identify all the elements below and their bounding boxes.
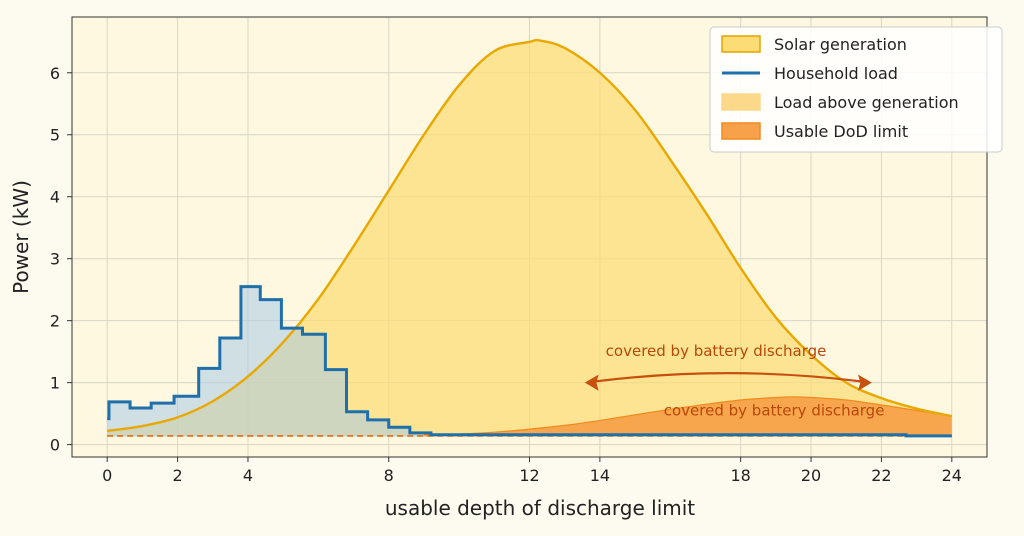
- x-tick-label: 4: [243, 466, 253, 485]
- chart-lines: [107, 38, 953, 438]
- x-tick-label: 18: [730, 466, 750, 485]
- y-tick-label: 5: [50, 126, 60, 145]
- y-tick-label: 2: [50, 312, 60, 331]
- legend: Solar generation Household load Load above…: [709, 26, 1003, 153]
- legend-swatch: [721, 122, 761, 140]
- legend-label: Usable DoD limit: [774, 122, 908, 141]
- annotations: covered by battery discharge covered by b…: [584, 342, 885, 419]
- legend-swatch: [721, 93, 761, 111]
- x-tick-label: 24: [942, 466, 962, 485]
- x-tick-label: 22: [871, 466, 891, 485]
- x-tick-label: 8: [384, 466, 394, 485]
- y-axis: 0 1 2 3 4 5 6: [50, 64, 72, 455]
- household-load-area: [107, 286, 952, 437]
- x-tick-label: 12: [519, 466, 539, 485]
- y-axis-label: Power (kW): [9, 180, 33, 294]
- x-axis-label: usable depth of discharge limit: [385, 496, 695, 520]
- x-tick-label: 2: [172, 466, 182, 485]
- legend-label: Household load: [774, 64, 898, 83]
- x-tick-label: 14: [590, 466, 610, 485]
- annotation-label: covered by battery discharge: [606, 342, 827, 360]
- x-tick-label: 20: [801, 466, 821, 485]
- x-tick-label: 0: [102, 466, 112, 485]
- x-axis: 0 2 4 8 12 14 18 20 22 24: [102, 457, 962, 485]
- legend-label: Load above generation: [774, 93, 959, 112]
- arrow-head-left: [584, 374, 599, 391]
- y-tick-label: 4: [50, 188, 60, 207]
- legend-box: [709, 26, 1003, 153]
- solar-generation-line: [107, 38, 953, 433]
- y-tick-label: 3: [50, 250, 60, 269]
- arrow-head-right: [858, 374, 872, 391]
- arrow-shaft: [593, 372, 864, 383]
- annotation-label: covered by battery discharge: [664, 401, 885, 419]
- usable-dod-limit-edge: [423, 396, 952, 436]
- legend-label: Solar generation: [774, 35, 907, 54]
- y-tick-label: 6: [50, 64, 60, 83]
- legend-swatch: [721, 35, 761, 53]
- y-tick-label: 1: [50, 374, 60, 393]
- household-load-line: [107, 285, 952, 438]
- y-tick-label: 0: [50, 436, 60, 455]
